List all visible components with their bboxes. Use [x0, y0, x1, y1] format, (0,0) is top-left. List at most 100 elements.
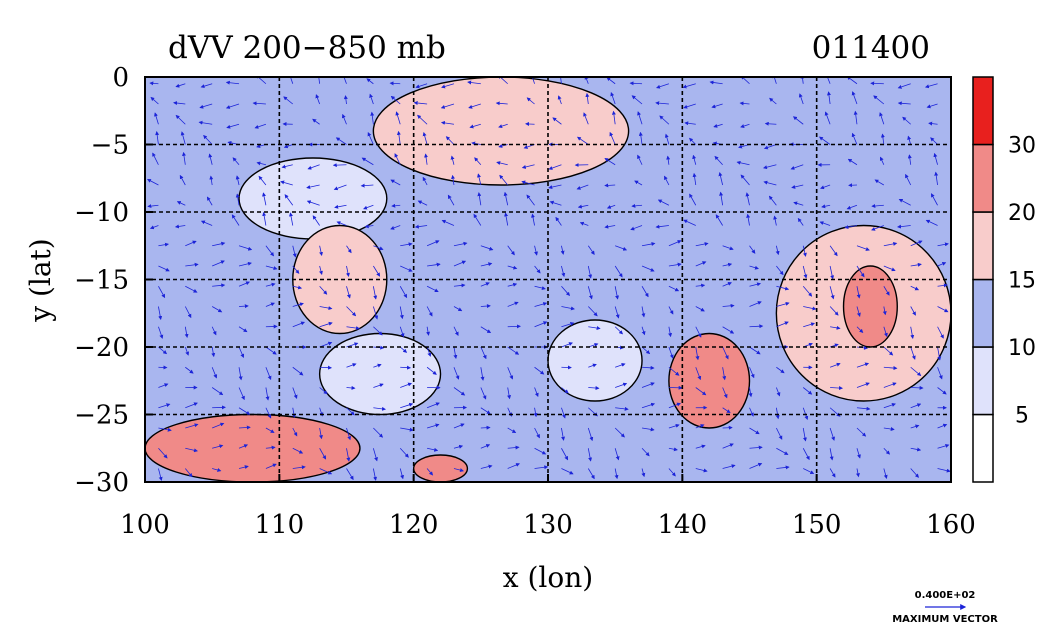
wind-vector-21 — [185, 447, 198, 453]
wind-vector-108 — [292, 302, 304, 307]
wind-vector-287 — [534, 321, 548, 328]
wind-vector-552 — [871, 225, 884, 231]
wind-vector-6 — [158, 346, 168, 355]
wind-vector-596 — [930, 137, 938, 145]
wind-vector-343 — [615, 406, 629, 411]
vector-layer — [147, 77, 951, 481]
wind-vector-19 — [149, 81, 159, 86]
wind-vector-270 — [507, 265, 518, 270]
wind-vector-71 — [238, 245, 253, 251]
wind-vector-587 — [937, 326, 944, 339]
wind-vector-175 — [361, 157, 374, 166]
wind-vector-44 — [211, 387, 224, 396]
wind-vector-235 — [450, 155, 455, 165]
wind-vector-278 — [495, 101, 508, 106]
wind-vector-567 — [910, 326, 915, 340]
wind-vector-569 — [910, 285, 920, 291]
wind-vector-258 — [468, 103, 481, 109]
wind-vector-200 — [426, 468, 434, 476]
wind-vector-197 — [395, 111, 401, 125]
wind-vector-206 — [426, 346, 432, 357]
field-patch-4 — [668, 332, 751, 429]
wind-vector-525 — [856, 362, 870, 368]
wind-vector-348 — [614, 306, 620, 319]
wind-vector-171 — [373, 245, 384, 251]
wind-vector-259 — [467, 80, 481, 85]
wind-vector-479 — [772, 77, 777, 84]
wind-vector-549 — [883, 286, 890, 296]
wind-vector-368 — [641, 306, 646, 318]
wind-vector-38 — [173, 101, 186, 106]
field-layer — [145, 77, 951, 482]
wind-vector-127 — [319, 321, 333, 328]
wind-vector-419 — [682, 83, 696, 89]
wind-vector-415 — [692, 154, 697, 165]
field-patch-0 — [372, 77, 630, 186]
wind-vector-493 — [793, 201, 804, 206]
wind-vector-107 — [292, 321, 305, 328]
wind-vector-537 — [853, 110, 858, 125]
field-patch-7 — [412, 454, 469, 482]
wind-vector-118 — [283, 96, 294, 105]
wind-vector-150 — [345, 265, 350, 277]
wind-vector-190 — [400, 265, 413, 272]
wind-vector-68 — [239, 304, 249, 309]
wind-vector-483 — [802, 407, 809, 421]
wind-vector-364 — [641, 382, 655, 388]
wind-vector-75 — [232, 157, 240, 166]
wind-vector-338 — [585, 92, 590, 105]
wind-vector-430 — [722, 262, 733, 267]
wind-vector-328 — [588, 306, 598, 317]
wind-vector-16 — [155, 131, 160, 145]
wind-vector-128 — [319, 306, 333, 311]
wind-vector-49 — [212, 283, 226, 288]
wind-vector-533 — [846, 204, 858, 210]
wind-vector-522 — [856, 427, 867, 437]
wind-vector-318 — [557, 95, 562, 105]
plot-area — [145, 77, 951, 482]
wind-vector-520 — [855, 468, 860, 478]
wind-vector-161 — [372, 448, 378, 462]
wind-vector-431 — [722, 245, 734, 251]
wind-vector-365 — [642, 365, 655, 370]
wind-vector-388 — [668, 306, 674, 315]
wind-vector-510 — [829, 265, 835, 280]
wind-vector-31 — [185, 240, 197, 247]
wind-vector-511 — [829, 245, 838, 257]
colorbar-bin-1 — [972, 346, 994, 416]
wind-vector-582 — [937, 423, 948, 429]
wind-vector-464 — [775, 387, 781, 397]
wind-vector-162 — [373, 427, 384, 438]
wind-vector-327 — [588, 326, 601, 331]
wind-vector-251 — [480, 245, 494, 251]
wind-vector-524 — [856, 382, 870, 388]
wind-vector-513 — [821, 204, 831, 209]
wind-vector-461 — [776, 447, 789, 455]
wind-vector-153 — [334, 204, 347, 209]
wind-vector-356 — [609, 131, 616, 145]
wind-vector-93 — [262, 192, 267, 206]
wind-vector-274 — [499, 174, 509, 186]
wind-vector-414 — [692, 172, 697, 186]
wind-vector-490 — [802, 265, 808, 279]
wind-vector-443 — [749, 407, 754, 417]
wind-vector-160 — [372, 468, 378, 481]
wind-vector-416 — [689, 137, 697, 145]
wind-vector-398 — [655, 101, 669, 106]
wind-vector-50 — [212, 260, 225, 267]
wind-vector-455 — [736, 160, 750, 166]
wind-vector-494 — [791, 184, 804, 189]
wind-vector-382 — [668, 423, 680, 429]
wind-vector-306 — [561, 342, 573, 348]
wind-vector-227 — [453, 326, 459, 337]
wind-vector-29 — [185, 285, 198, 293]
wind-vector-337 — [583, 112, 589, 125]
wind-vector-340 — [614, 468, 619, 480]
wind-vector-202 — [426, 423, 440, 429]
wind-vector-447 — [749, 324, 764, 329]
wind-vector-477 — [764, 121, 777, 126]
wind-vector-84 — [265, 387, 270, 401]
wind-vector-62 — [239, 425, 251, 430]
wind-vector-380 — [668, 468, 676, 477]
wind-vector-55 — [208, 153, 213, 165]
